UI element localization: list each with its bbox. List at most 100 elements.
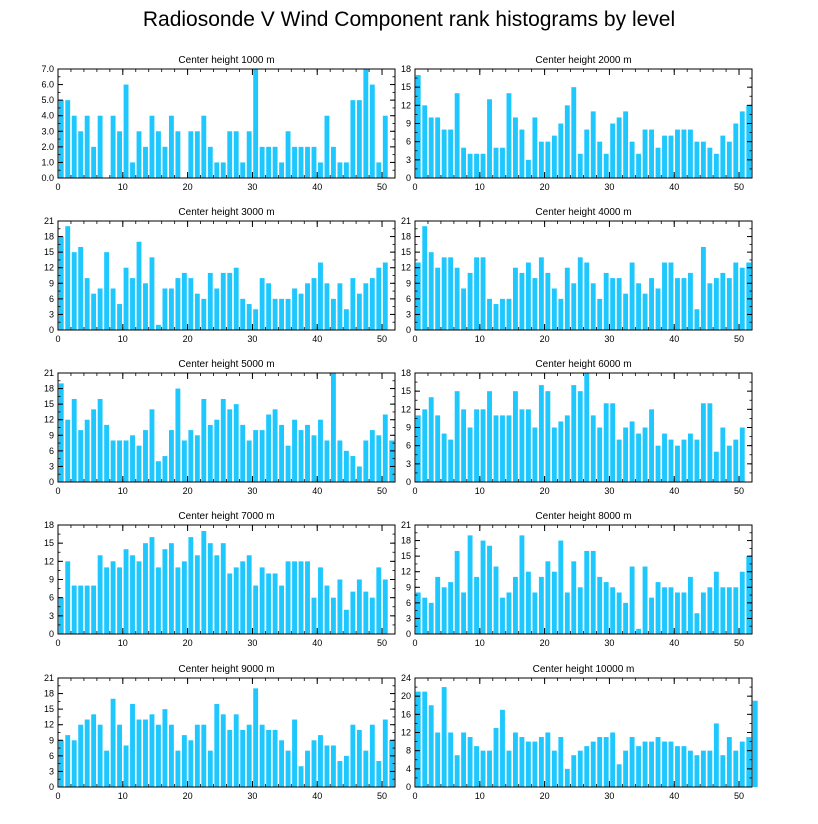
histogram-bar [441, 433, 447, 482]
x-tick-label: 10 [118, 334, 128, 344]
histogram-bar [733, 262, 739, 330]
histogram-bar [285, 131, 291, 178]
histogram-bar [194, 131, 200, 178]
histogram-bar [480, 409, 486, 482]
histogram-bar [577, 257, 583, 330]
histogram-bar [298, 146, 304, 178]
panel-title: Center height 10000 m [533, 664, 635, 675]
histogram-bar [110, 288, 116, 330]
histogram-bar [71, 585, 77, 634]
histogram-bar [726, 587, 732, 634]
histogram-bar [292, 561, 297, 634]
histogram-bar [318, 262, 323, 330]
y-tick-label: 12 [401, 567, 411, 577]
histogram-bar [739, 571, 745, 634]
histogram-bar [343, 162, 349, 178]
histogram-bar [369, 597, 375, 634]
histogram-bar [233, 267, 239, 330]
histogram-bar [726, 737, 732, 787]
histogram-bar [123, 549, 129, 634]
y-tick-label: 15 [401, 386, 411, 396]
x-tick-label: 40 [669, 638, 679, 648]
histogram-bar [597, 141, 603, 178]
histogram-bar [330, 373, 336, 482]
histogram-bar [305, 283, 310, 330]
y-tick-label: 0 [406, 477, 411, 487]
histogram-bar [168, 115, 174, 178]
histogram-bar [590, 741, 596, 787]
histogram-bar [91, 585, 97, 634]
histogram-bar [435, 117, 441, 178]
histogram-bar [253, 688, 259, 787]
histogram-bar [130, 555, 135, 634]
histogram-bar [713, 153, 719, 178]
x-tick-label: 50 [734, 182, 744, 192]
histogram-bar [564, 105, 570, 178]
histogram-bar [525, 262, 531, 330]
x-tick-label: 40 [312, 182, 322, 192]
histogram-bar [662, 741, 667, 787]
panel-title: Center height 2000 m [535, 55, 631, 66]
histogram-bar [603, 737, 609, 787]
y-tick-label: 6 [49, 593, 54, 603]
histogram-bar [532, 427, 538, 482]
histogram-bar [558, 298, 564, 330]
histogram-bar [298, 430, 304, 482]
histogram-bar [272, 409, 278, 482]
histogram-bar [571, 385, 577, 482]
histogram-bar [156, 724, 161, 787]
histogram-bar [343, 450, 349, 482]
y-tick-label: 3 [406, 309, 411, 319]
histogram-bar [272, 298, 278, 330]
histogram-bar [415, 262, 421, 330]
histogram-bar [71, 740, 77, 787]
histogram-bar [713, 451, 719, 482]
histogram-bar [422, 691, 428, 787]
y-tick-label: 16 [401, 709, 411, 719]
histogram-bar [500, 597, 505, 634]
x-tick-label: 50 [377, 334, 387, 344]
histogram-bar [448, 257, 454, 330]
histogram-bar [110, 115, 116, 178]
histogram-bar [246, 131, 252, 178]
y-tick-label: 0 [406, 629, 411, 639]
histogram-bar [623, 750, 629, 787]
y-tick-label: 21 [401, 216, 411, 226]
histogram-bar [143, 146, 148, 178]
histogram-bar [538, 141, 544, 178]
histogram-bar [246, 724, 252, 787]
histogram-bar [227, 573, 233, 634]
y-tick-label: 4 [406, 764, 411, 774]
histogram-bar [227, 272, 233, 330]
histogram-bar [110, 440, 116, 482]
histogram-bar [240, 424, 246, 482]
histogram-bar [461, 732, 467, 787]
histogram-bar [752, 700, 758, 787]
histogram-bar [584, 262, 590, 330]
x-tick-label: 40 [669, 486, 679, 496]
x-tick-label: 20 [183, 334, 193, 344]
histogram-bar [227, 409, 233, 482]
x-tick-label: 20 [540, 638, 550, 648]
histogram-bar [448, 439, 454, 482]
histogram-bar [266, 414, 272, 482]
histogram-bar [597, 427, 603, 482]
histogram-bar [513, 732, 518, 787]
histogram-bar [311, 435, 317, 482]
y-tick-label: 12 [401, 728, 411, 738]
histogram-bar [71, 398, 77, 482]
histogram-bar [78, 430, 84, 482]
y-tick-label: 18 [401, 232, 411, 242]
histogram-bar [175, 567, 181, 634]
histogram-bar [356, 100, 362, 178]
histogram-bar [590, 111, 596, 178]
histogram-bar [739, 111, 745, 178]
histogram-bar [58, 100, 64, 178]
x-tick-label: 10 [118, 791, 128, 801]
histogram-bar [551, 571, 557, 634]
histogram-bar [78, 131, 84, 178]
histogram-bar [513, 391, 518, 482]
x-tick-label: 50 [734, 334, 744, 344]
histogram-bar [343, 309, 349, 330]
